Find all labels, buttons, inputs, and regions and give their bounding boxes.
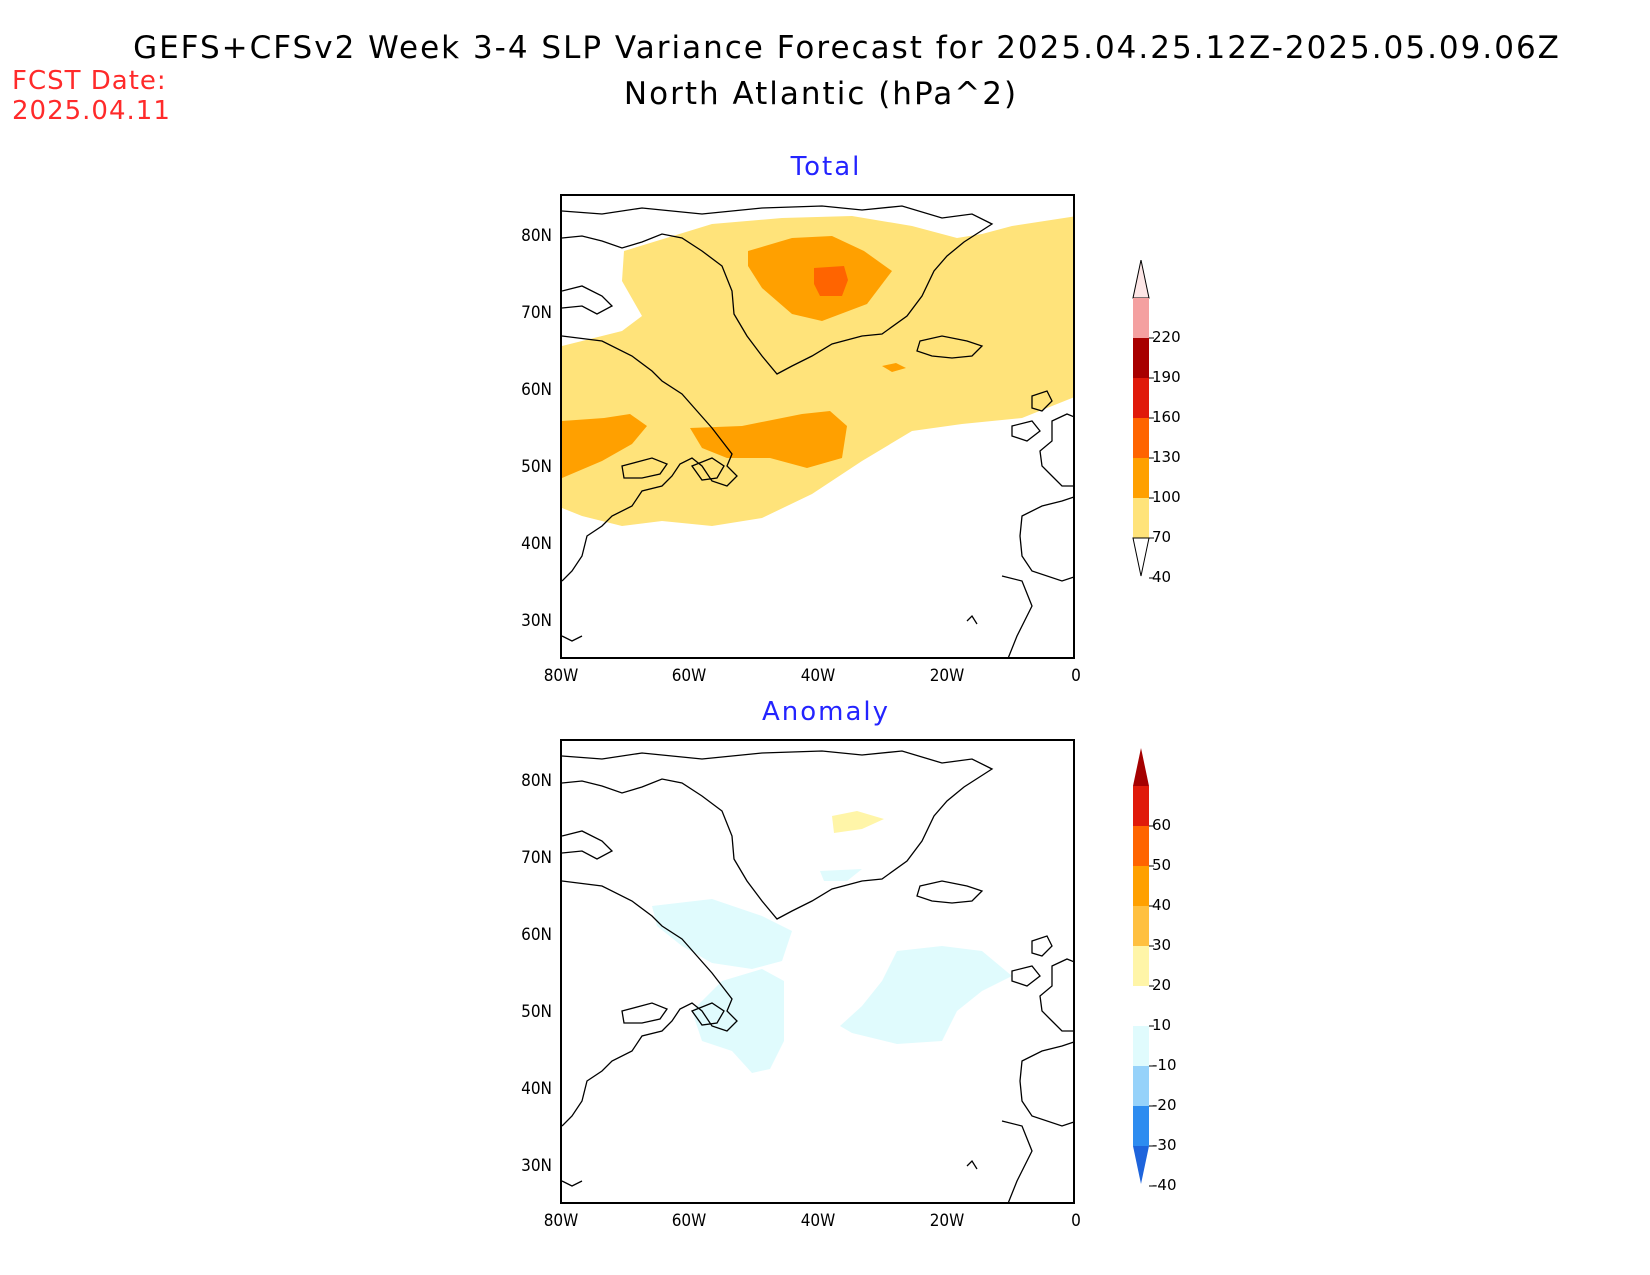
colorbar-label: -40: [1152, 1176, 1177, 1194]
lat-label-70n: 70N: [521, 303, 552, 323]
lat-label-60n: 60N: [521, 925, 552, 945]
contour-100: [814, 266, 848, 296]
contour-40: [562, 216, 1073, 526]
lon-label-60w: 60W: [671, 666, 707, 686]
anomaly-pos-greenland: [832, 811, 884, 833]
coastlines-anomaly: [562, 750, 1073, 1202]
colorbar-segment: [1133, 906, 1149, 946]
colorbar-segment: [1133, 378, 1149, 418]
coastlines: [562, 205, 1073, 657]
anomaly-neg-newfoundland: [692, 969, 784, 1073]
colorbar-top-arrow: [1132, 260, 1150, 299]
lat-label-70n: 70N: [521, 848, 552, 868]
colorbar-segment: [1133, 786, 1149, 826]
colorbar-segment: [1133, 866, 1149, 906]
colorbar-label: 40: [1152, 568, 1172, 586]
contour-70-small: [882, 363, 906, 372]
colorbar-label: 100: [1152, 488, 1181, 506]
contour-70-central: [690, 411, 847, 468]
lon-label-40w: 40W: [800, 1211, 836, 1231]
fcst-date-label: FCST Date:: [12, 66, 167, 96]
colorbar-label: 60: [1152, 816, 1172, 834]
colorbar-segment: [1133, 498, 1149, 538]
lon-label-60w: 60W: [671, 1211, 707, 1231]
panel-title-anomaly: Anomaly: [761, 697, 891, 727]
colorbar-bottom-arrow: [1132, 537, 1150, 577]
lat-label-80n: 80N: [521, 226, 552, 246]
lat-label-40n: 40N: [521, 1079, 552, 1099]
lat-label-30n: 30N: [521, 611, 552, 631]
map-total: [560, 194, 1075, 659]
colorbar-segment: [1133, 298, 1149, 338]
lon-label-80w: 80W: [543, 1211, 579, 1231]
colorbar-label: -30: [1152, 1136, 1177, 1154]
colorbar-label: 20: [1152, 976, 1172, 994]
colorbar-label: 190: [1152, 368, 1181, 386]
anomaly-neg-labrador: [652, 899, 792, 969]
colorbar-segment: [1133, 986, 1149, 1026]
anomaly-neg-greenland: [820, 869, 862, 881]
colorbar-label: -10: [1152, 1056, 1177, 1074]
colorbar-segment: [1133, 418, 1149, 458]
colorbar-anomaly: [1133, 748, 1154, 1187]
contour-70-west: [562, 414, 647, 478]
colorbar-label: 160: [1152, 408, 1181, 426]
fcst-date-value: 2025.04.11: [12, 96, 171, 126]
lon-label-80w: 80W: [543, 666, 579, 686]
colorbar-segment: [1133, 1066, 1149, 1106]
colorbar-label: 50: [1152, 856, 1172, 874]
total-field: [562, 205, 1073, 657]
colorbar-segment: [1133, 946, 1149, 986]
lat-label-80n: 80N: [521, 771, 552, 791]
colorbar-label: -20: [1152, 1096, 1177, 1114]
map-anomaly: [560, 739, 1075, 1204]
lat-label-40n: 40N: [521, 534, 552, 554]
anomaly-field: [562, 750, 1073, 1202]
colorbar-label: 70: [1152, 528, 1172, 546]
lon-label-20w: 20W: [929, 666, 965, 686]
colorbar-segment: [1133, 338, 1149, 378]
colorbar-segment: [1133, 1026, 1149, 1066]
lat-label-30n: 30N: [521, 1156, 552, 1176]
colorbar-top-arrow: [1133, 748, 1149, 786]
colorbar-label: 30: [1152, 936, 1172, 954]
colorbar-bottom-arrow: [1133, 1146, 1149, 1184]
lon-label-0: 0: [1071, 666, 1081, 686]
colorbar-segment: [1133, 458, 1149, 498]
lat-label-50n: 50N: [521, 457, 552, 477]
lat-label-50n: 50N: [521, 1002, 552, 1022]
main-title: GEFS+CFSv2 Week 3-4 SLP Variance Forecas…: [133, 30, 1561, 66]
colorbar-segment: [1133, 826, 1149, 866]
lon-label-0: 0: [1071, 1211, 1081, 1231]
lon-label-40w: 40W: [800, 666, 836, 686]
colorbar-label: 130: [1152, 448, 1181, 466]
subtitle: North Atlantic (hPa^2): [623, 76, 1019, 112]
anomaly-neg-east: [840, 946, 1012, 1044]
lon-label-20w: 20W: [929, 1211, 965, 1231]
colorbar-segment: [1133, 1106, 1149, 1146]
lat-label-60n: 60N: [521, 380, 552, 400]
panel-title-total: Total: [790, 152, 862, 182]
colorbar-total: [1132, 260, 1154, 579]
colorbar-label: 40: [1152, 896, 1172, 914]
colorbar-label: 220: [1152, 328, 1181, 346]
colorbar-label: 10: [1152, 1016, 1172, 1034]
